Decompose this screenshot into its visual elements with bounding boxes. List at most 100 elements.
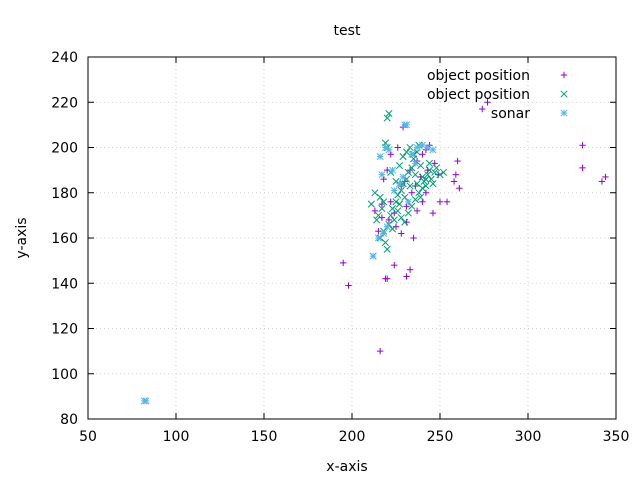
y-tick-label: 180 [51,186,78,202]
series-2-point [392,198,400,206]
series-2-point [408,164,416,172]
x-tick-label: 200 [339,429,366,445]
y-axis-label: y-axis [14,217,30,258]
series-1-point [419,151,426,158]
series-2-point [387,211,395,219]
series-1-point [602,173,609,181]
series-1-point [408,189,416,196]
series-3-point [369,252,377,260]
series-1-point [450,178,458,185]
x-tick-label: 100 [163,429,190,445]
series-1-point [406,266,414,273]
y-tick-label: 140 [51,276,78,292]
y-tick-label: 120 [51,322,78,338]
series-2-point [411,171,419,179]
series-1-point [394,144,401,151]
x-tick-label: 350 [603,429,630,445]
series-3-point [376,152,384,161]
x-tick-label: 150 [251,429,278,445]
series-1-point [413,207,421,215]
legend: object position object position sonar [427,68,568,122]
series-2-point [432,164,441,172]
series-2-point [404,209,412,217]
x-tick-label: 50 [79,429,97,445]
series-2-point [439,168,448,176]
series-3-point [385,146,393,154]
series-2-point [381,238,389,247]
series-2-point [378,205,386,213]
y-tick-label: 160 [51,231,78,247]
series-2-point [385,110,393,118]
series-1-point [484,99,491,106]
series-2-point [380,198,388,206]
series-2-point [411,195,419,204]
legend-marker [560,90,568,98]
series-2-point [399,152,407,161]
series-2-point [427,175,435,183]
series-3-point [383,223,391,231]
x-tick-label: 250 [427,429,454,445]
series-2-point [376,193,384,201]
series-3-point [395,180,404,188]
series-1-point [403,273,410,280]
y-tick-label: 240 [51,50,78,66]
series-2-point [371,189,379,197]
series-2-point [417,193,425,201]
series-1-point [479,105,486,113]
legend-label: sonar [491,106,530,122]
x-tick-label: 300 [515,429,542,445]
series-2-point [404,168,412,176]
series-2-point [394,191,402,199]
series-2-point [418,173,426,181]
series-1-point [391,261,398,269]
series-1-point [429,209,437,217]
series-2-point [397,214,405,222]
series-1-point [392,223,400,230]
series-2-point [394,207,402,215]
series-2-point [395,200,404,208]
grid-lines [88,57,616,419]
series-2-point [406,143,414,152]
series-2-point [373,216,381,224]
series-1-point [375,228,382,235]
series-3-point [404,198,412,206]
series-2-point [408,202,416,210]
series-3-point [403,121,411,129]
series-2-point [413,180,421,188]
series-2-point [429,180,437,188]
series-1-point [579,142,586,149]
series-1-point [384,275,391,282]
series-1-point [452,171,460,178]
axis-ticks: 50 100 150 200 250 300 350 80 100 120 140 160 180 200… [51,50,629,445]
series-2-point [395,162,404,170]
series-2-point [383,114,391,122]
series-2-point [406,182,414,190]
legend-marker [560,71,568,79]
series-2-point [390,216,398,224]
series-3-point [399,173,407,181]
series-2-point [401,193,409,201]
series-2-point [399,180,407,188]
legend-label: object position [427,68,530,84]
legend-marker [560,109,568,117]
series-1-point [398,230,405,237]
series-1-point [422,189,430,196]
series-2-point [425,159,433,167]
series-2-point [401,218,409,226]
series-1-point [371,207,379,215]
series-1-point [454,157,461,165]
series-2-point [397,186,405,195]
series-1-point [443,198,451,205]
series-1-point [387,198,394,205]
chart-title: test [334,23,361,39]
series-3-point [142,397,150,405]
data-points [140,99,609,405]
series-1-point [376,347,384,355]
series-2-point [367,200,375,208]
y-tick-label: 100 [51,367,78,383]
series-2-point [388,205,397,213]
series-3-point [388,166,397,174]
series-3-point [411,159,419,167]
